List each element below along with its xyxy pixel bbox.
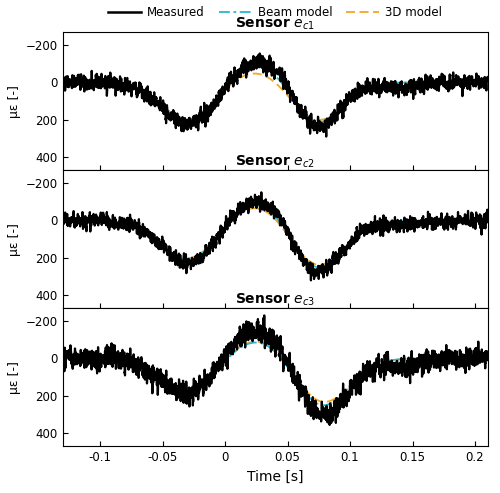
Title: Sensor $e_{c2}$: Sensor $e_{c2}$ [235,154,315,170]
Title: Sensor $e_{c3}$: Sensor $e_{c3}$ [235,292,315,308]
Y-axis label: με [-]: με [-] [8,223,22,255]
Legend: Measured, Beam model, 3D model: Measured, Beam model, 3D model [103,1,447,23]
Y-axis label: με [-]: με [-] [8,361,22,393]
Y-axis label: με [-]: με [-] [8,85,22,117]
Title: Sensor $e_{c1}$: Sensor $e_{c1}$ [235,16,315,32]
X-axis label: Time [s]: Time [s] [247,469,303,484]
